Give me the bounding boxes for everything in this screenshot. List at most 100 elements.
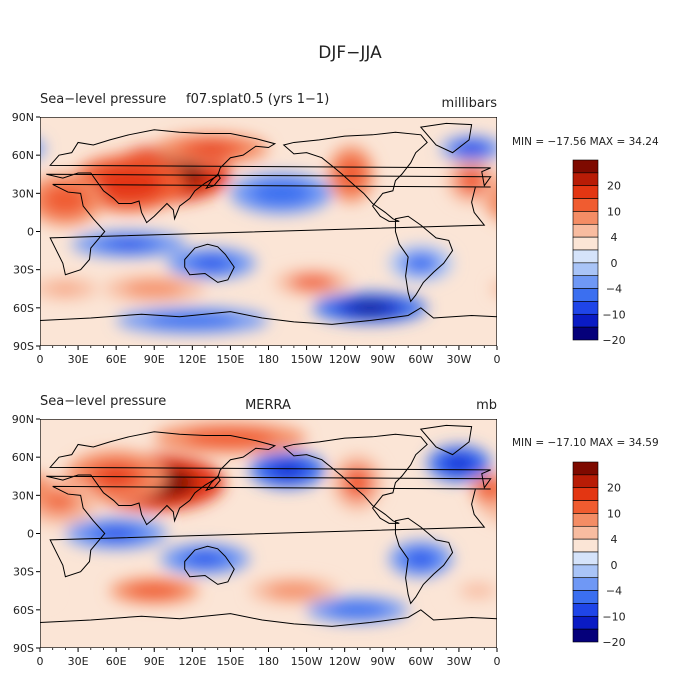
- pressure-anomaly-peak-12: [169, 316, 216, 325]
- colorbar-label: 20: [607, 482, 621, 495]
- colorbar-label: 4: [611, 533, 618, 546]
- colorbar-swatch: [572, 185, 599, 199]
- top-colorbar: 20 10 4 0 −4 −10 −20: [572, 159, 626, 347]
- pressure-anomaly-peak-6: [265, 187, 297, 200]
- japan-outline: [206, 476, 220, 490]
- pressure-anomaly-peak-14: [468, 586, 488, 595]
- bottom-stats: MIN = −17.10 MAX = 34.59: [512, 437, 659, 449]
- top-map: [40, 117, 497, 346]
- pressure-anomaly-peak-1: [111, 174, 146, 192]
- y-tick-label: 0: [27, 226, 34, 239]
- pressure-anomaly-peak-2: [53, 192, 77, 208]
- bottom-title-center: MERRA: [245, 398, 291, 413]
- pressure-anomaly-wrap-15: [490, 282, 497, 295]
- top-title-left: Sea−level pressure: [40, 92, 166, 107]
- colorbar-label: −10: [602, 308, 625, 321]
- bottom-map: [40, 419, 497, 648]
- colorbar-swatch: [572, 301, 599, 315]
- pressure-anomaly-peak-12: [140, 586, 168, 595]
- x-tick-label: 120E: [178, 655, 206, 668]
- y-tick-label: 30S: [13, 566, 34, 579]
- pressure-anomaly-peak-9: [198, 258, 225, 268]
- europe-asia-outline: [46, 130, 490, 223]
- y-tick-label: 60N: [12, 149, 34, 162]
- bottom-coastlines: [40, 425, 497, 626]
- colorbar-swatch: [572, 262, 599, 277]
- pressure-anomaly-peak-8: [111, 240, 146, 249]
- australia-outline: [185, 546, 235, 584]
- x-tick-label: 90E: [144, 353, 165, 366]
- europe-asia-outline: [46, 432, 490, 525]
- x-tick-label: 60E: [106, 655, 127, 668]
- pressure-anomaly-peak-14: [301, 278, 325, 287]
- x-tick-label: 150W: [291, 655, 323, 668]
- pressure-anomaly-peak-7: [449, 458, 469, 469]
- australia-outline: [185, 244, 235, 282]
- bottom-x-ticks: 0 30E 60E 90E 120E 150E 180 150W 120W 90W 60W 30W 0: [37, 648, 501, 668]
- pressure-anomaly-peak-7: [462, 144, 481, 153]
- bottom-units: mb: [476, 398, 497, 413]
- pressure-anomaly-peak-9: [191, 554, 219, 564]
- y-tick-label: 60S: [13, 604, 34, 617]
- greenland-outline: [421, 425, 472, 454]
- north-america-outline: [284, 132, 427, 221]
- x-tick-label: 0: [37, 353, 44, 366]
- colorbar-label: 0: [611, 559, 618, 572]
- x-tick-label: 30E: [68, 655, 89, 668]
- colorbar-label: −4: [606, 283, 622, 296]
- pressure-anomaly-wrap-14: [40, 580, 53, 601]
- colorbar-swatch: [572, 461, 599, 476]
- pressure-anomaly-peak-11: [352, 303, 388, 313]
- south-america-outline: [395, 216, 452, 301]
- colorbar-swatch: [572, 628, 599, 643]
- y-tick-label: 30N: [12, 489, 34, 502]
- pressure-anomaly-wrap-5: [40, 474, 53, 504]
- colorbar-swatch: [572, 590, 599, 604]
- pressure-anomaly-peak-6: [276, 464, 299, 476]
- bottom-colorbar: 20 10 4 0 −4 −10 −20: [572, 461, 626, 649]
- colorbar-swatch: [572, 513, 599, 527]
- japan-outline: [206, 174, 220, 188]
- y-tick-label: 30S: [13, 264, 34, 277]
- pressure-anomaly-peak-11: [342, 606, 373, 614]
- pressure-anomaly-peak-3: [207, 433, 254, 443]
- greenland-outline: [421, 123, 472, 152]
- x-tick-label: 120E: [178, 353, 206, 366]
- colorbar-swatch: [572, 288, 599, 302]
- colorbar-swatch: [572, 275, 599, 289]
- colorbar-swatch: [572, 223, 599, 238]
- africa-outline: [50, 184, 490, 274]
- colorbar-label: −10: [602, 610, 625, 623]
- x-tick-label: 30E: [68, 353, 89, 366]
- x-tick-label: 150E: [216, 353, 244, 366]
- x-tick-label: 0: [494, 655, 501, 668]
- colorbar-label: 10: [607, 507, 621, 520]
- colorbar-swatch: [572, 487, 599, 501]
- y-tick-label: 60S: [13, 302, 34, 315]
- x-tick-label: 60E: [106, 353, 127, 366]
- top-x-ticks: 0 30E 60E 90E 120E 150E 180 150W 120W 90W 60W 30W 0: [37, 346, 501, 366]
- x-tick-label: 120W: [329, 353, 361, 366]
- x-tick-label: 120W: [329, 655, 361, 668]
- colorbar-swatch: [572, 474, 599, 489]
- pressure-anomaly-peak-15: [55, 285, 75, 292]
- x-tick-label: 90W: [370, 353, 395, 366]
- colorbar-swatch: [572, 313, 599, 328]
- north-america-outline: [284, 434, 427, 523]
- colorbar-swatch: [572, 326, 599, 341]
- x-tick-label: 180: [258, 353, 279, 366]
- colorbar-swatch: [572, 525, 599, 540]
- colorbar-swatch: [572, 172, 599, 187]
- y-tick-label: 90S: [13, 642, 34, 655]
- colorbar-label: 0: [611, 257, 618, 270]
- x-tick-label: 90E: [144, 655, 165, 668]
- antarctica-outline: [40, 308, 497, 325]
- pressure-anomaly-peak-10: [411, 553, 431, 565]
- bottom-y-ticks: 90N 60N 30N 0 30S 60S 90S: [12, 413, 40, 655]
- pressure-anomaly-peak-5: [463, 173, 480, 188]
- top-y-ticks: 90N 60N 30N 0 30S 60S 90S: [12, 111, 40, 353]
- x-tick-label: 150W: [291, 353, 323, 366]
- colorbar-label: −20: [602, 636, 625, 649]
- colorbar-label: −20: [602, 334, 625, 347]
